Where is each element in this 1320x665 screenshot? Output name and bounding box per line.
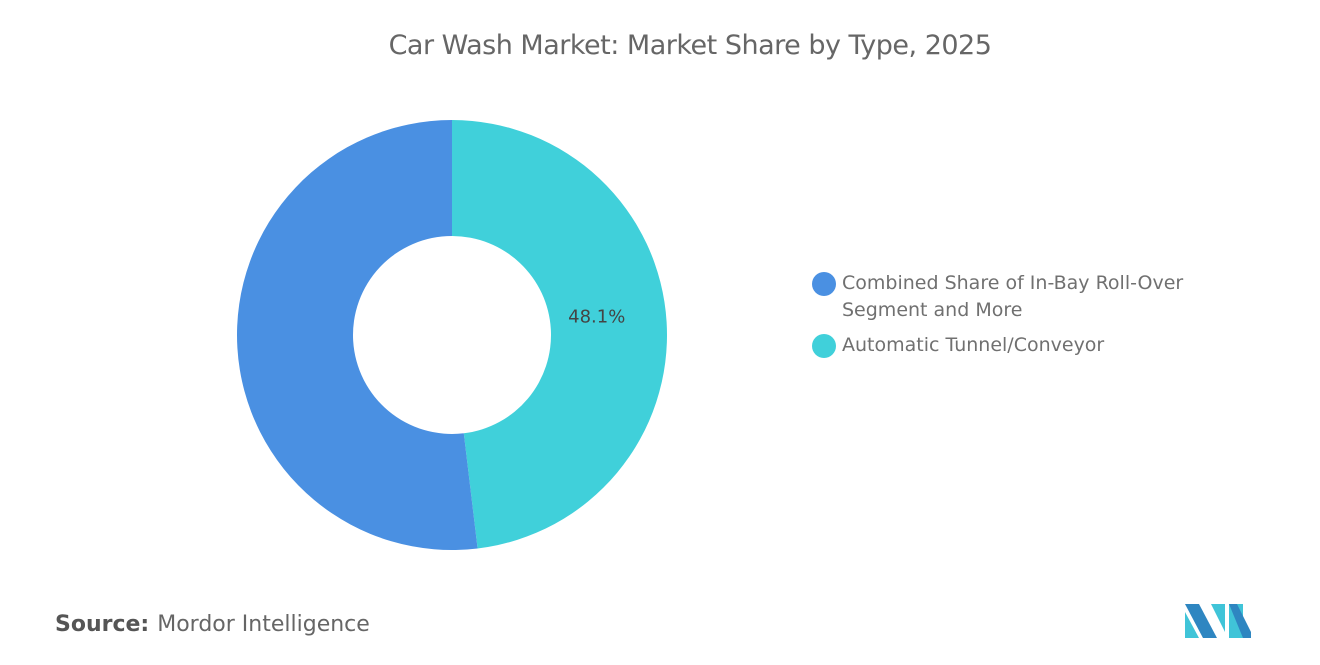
legend-item: Automatic Tunnel/Conveyor (812, 332, 1212, 359)
source-label: Source: (55, 612, 150, 637)
legend-swatch (812, 334, 836, 358)
donut-slice (452, 120, 668, 549)
legend: Combined Share of In-Bay Roll-Over Segme… (812, 270, 1212, 367)
data-label: 48.1% (568, 307, 625, 328)
donut-slice (237, 120, 478, 550)
source: Source: Mordor Intelligence (55, 612, 370, 637)
legend-label: Combined Share of In-Bay Roll-Over Segme… (842, 272, 1184, 321)
legend-label: Automatic Tunnel/Conveyor (842, 334, 1105, 356)
source-value: Mordor Intelligence (157, 612, 370, 637)
mordor-logo (1185, 604, 1251, 638)
chart-title: Car Wash Market: Market Share by Type, 2… (388, 30, 992, 61)
legend-item: Combined Share of In-Bay Roll-Over Segme… (812, 270, 1212, 324)
legend-swatch (812, 272, 836, 296)
